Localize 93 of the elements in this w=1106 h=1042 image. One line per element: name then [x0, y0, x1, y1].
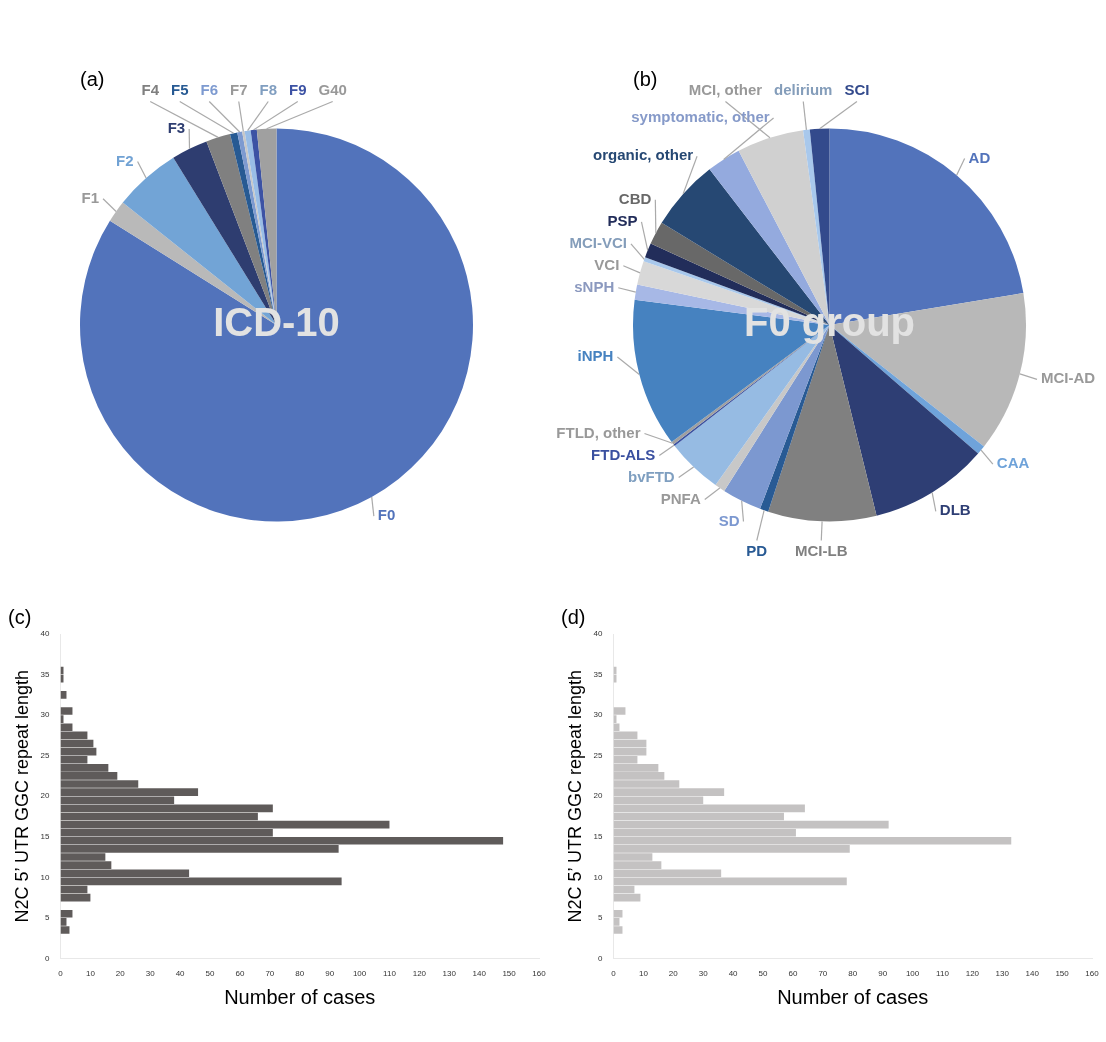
- slice-label: F0: [377, 506, 396, 524]
- x-tick-label: 40: [175, 969, 186, 979]
- x-tick-label: 50: [205, 969, 216, 979]
- slice-label: PSP: [607, 211, 638, 229]
- y-tick-label: 15: [40, 831, 51, 841]
- x-tick-label: 50: [758, 969, 769, 979]
- x-tick-label: 140: [1025, 969, 1040, 979]
- slice-label: CBD: [618, 189, 652, 207]
- x-tick-label: 70: [818, 969, 828, 979]
- slice-label: F1: [81, 188, 100, 206]
- x-tick-label: 70: [265, 969, 275, 979]
- chart-title: (d): [561, 605, 586, 628]
- slice-label: SD: [718, 511, 740, 529]
- x-tick-label: 40: [728, 969, 739, 979]
- slice-label: AD: [968, 148, 991, 166]
- x-tick-label: 60: [788, 969, 798, 979]
- slice-label: PNFA: [660, 489, 701, 507]
- y-tick-label: 35: [593, 669, 604, 679]
- x-tick-label: 120: [412, 969, 427, 979]
- x-tick-label: 0: [58, 969, 64, 979]
- slice-label: bvFTD: [627, 467, 675, 485]
- x-tick-label: 90: [878, 969, 888, 979]
- x-tick-label: 20: [668, 969, 679, 979]
- chart-title: (b): [633, 67, 658, 90]
- x-tick-label: 10: [638, 969, 649, 979]
- x-tick-label: 0: [611, 969, 617, 979]
- y-tick-label: 25: [40, 750, 51, 760]
- x-tick-label: 30: [145, 969, 156, 979]
- x-tick-label: 150: [1055, 969, 1070, 979]
- y-tick-label: 10: [40, 872, 51, 882]
- y-axis-title: N2C 5’ UTR GGC repeat length: [11, 669, 32, 923]
- x-tick-label: 100: [352, 969, 367, 979]
- x-axis-title: Number of cases: [224, 985, 376, 1008]
- x-tick-label: 80: [295, 969, 305, 979]
- slice-label: F9: [289, 80, 307, 98]
- slice-label: CAA: [996, 454, 1030, 472]
- y-tick-label: 40: [593, 629, 604, 639]
- x-tick-label: 110: [936, 969, 950, 979]
- x-tick-label: 100: [905, 969, 920, 979]
- x-tick-label: 150: [502, 969, 517, 979]
- y-axis-title: N2C 5’ UTR GGC repeat length: [564, 669, 585, 923]
- slice-label: DLB: [939, 501, 971, 519]
- x-tick-label: 130: [995, 969, 1010, 979]
- slice-label: iNPH: [577, 347, 614, 365]
- x-tick-label: 20: [115, 969, 126, 979]
- y-tick-label: 30: [593, 710, 604, 720]
- slice-label: MCI, other: [688, 80, 763, 98]
- y-tick-label: 20: [593, 791, 604, 801]
- y-tick-label: 5: [598, 913, 604, 923]
- y-tick-label: 20: [40, 791, 51, 801]
- slice-label: FTLD, other: [556, 423, 641, 441]
- x-tick-label: 30: [698, 969, 709, 979]
- y-tick-label: 25: [593, 750, 604, 760]
- x-tick-label: 160: [532, 969, 547, 979]
- y-tick-label: 5: [45, 913, 51, 923]
- slice-label: F4: [141, 80, 160, 98]
- y-tick-label: 40: [40, 629, 51, 639]
- x-tick-label: 110: [383, 969, 397, 979]
- slice-label: G40: [318, 80, 347, 98]
- slice-label: sNPH: [574, 277, 615, 295]
- x-tick-label: 10: [85, 969, 96, 979]
- y-tick-label: 35: [40, 669, 51, 679]
- y-tick-label: 10: [593, 872, 604, 882]
- y-tick-label: 0: [45, 953, 51, 963]
- x-axis-title: Number of cases: [777, 985, 929, 1008]
- slice-label: F5: [170, 80, 189, 98]
- y-tick-label: 0: [598, 953, 604, 963]
- x-tick-label: 140: [472, 969, 487, 979]
- slice-label: F6: [200, 80, 218, 98]
- slice-label: F2: [116, 151, 134, 169]
- slice-label: delirium: [774, 80, 833, 98]
- slice-label: F8: [259, 80, 278, 98]
- slice-label: MCI-VCI: [569, 233, 627, 251]
- slice-label: MCI-LB: [795, 541, 848, 559]
- chart-title: (c): [8, 605, 32, 628]
- slice-label: MCI-AD: [1041, 369, 1096, 387]
- slice-label: PD: [746, 541, 768, 559]
- slice-label: organic, other: [593, 146, 694, 164]
- slice-label: VCI: [594, 255, 620, 273]
- x-tick-label: 120: [965, 969, 980, 979]
- y-tick-label: 30: [40, 710, 51, 720]
- chart-title: (a): [80, 67, 105, 90]
- x-tick-label: 160: [1085, 969, 1100, 979]
- slice-label: F3: [167, 119, 186, 137]
- x-tick-label: 80: [848, 969, 858, 979]
- x-tick-label: 60: [235, 969, 245, 979]
- slice-label: SCI: [844, 80, 870, 98]
- slice-label: F7: [229, 80, 248, 98]
- slice-label: FTD-ALS: [591, 445, 656, 463]
- x-tick-label: 90: [325, 969, 335, 979]
- y-tick-label: 15: [593, 831, 604, 841]
- text: ICD-10: [213, 300, 340, 345]
- x-tick-label: 130: [442, 969, 457, 979]
